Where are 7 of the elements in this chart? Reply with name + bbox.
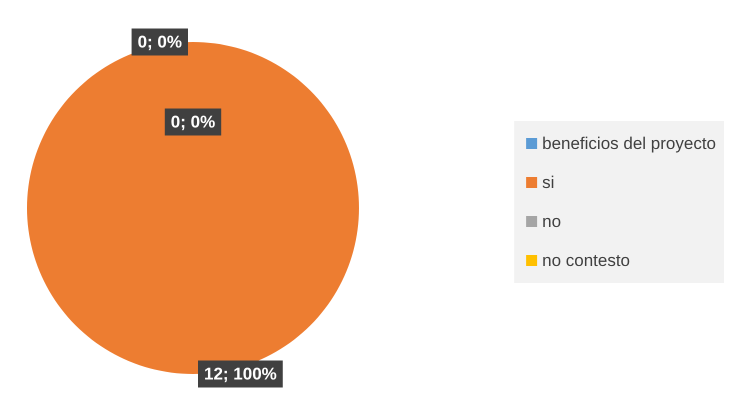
- text: 0; 0%: [138, 32, 182, 52]
- text: 0; 0%: [170, 112, 216, 132]
- legend-label: beneficios del proyecto: [542, 134, 716, 153]
- legend-label: no contesto: [542, 251, 630, 270]
- data-label: 12; 100%: [204, 364, 277, 384]
- legend-label: si: [542, 173, 554, 192]
- legend-label: no: [542, 212, 562, 231]
